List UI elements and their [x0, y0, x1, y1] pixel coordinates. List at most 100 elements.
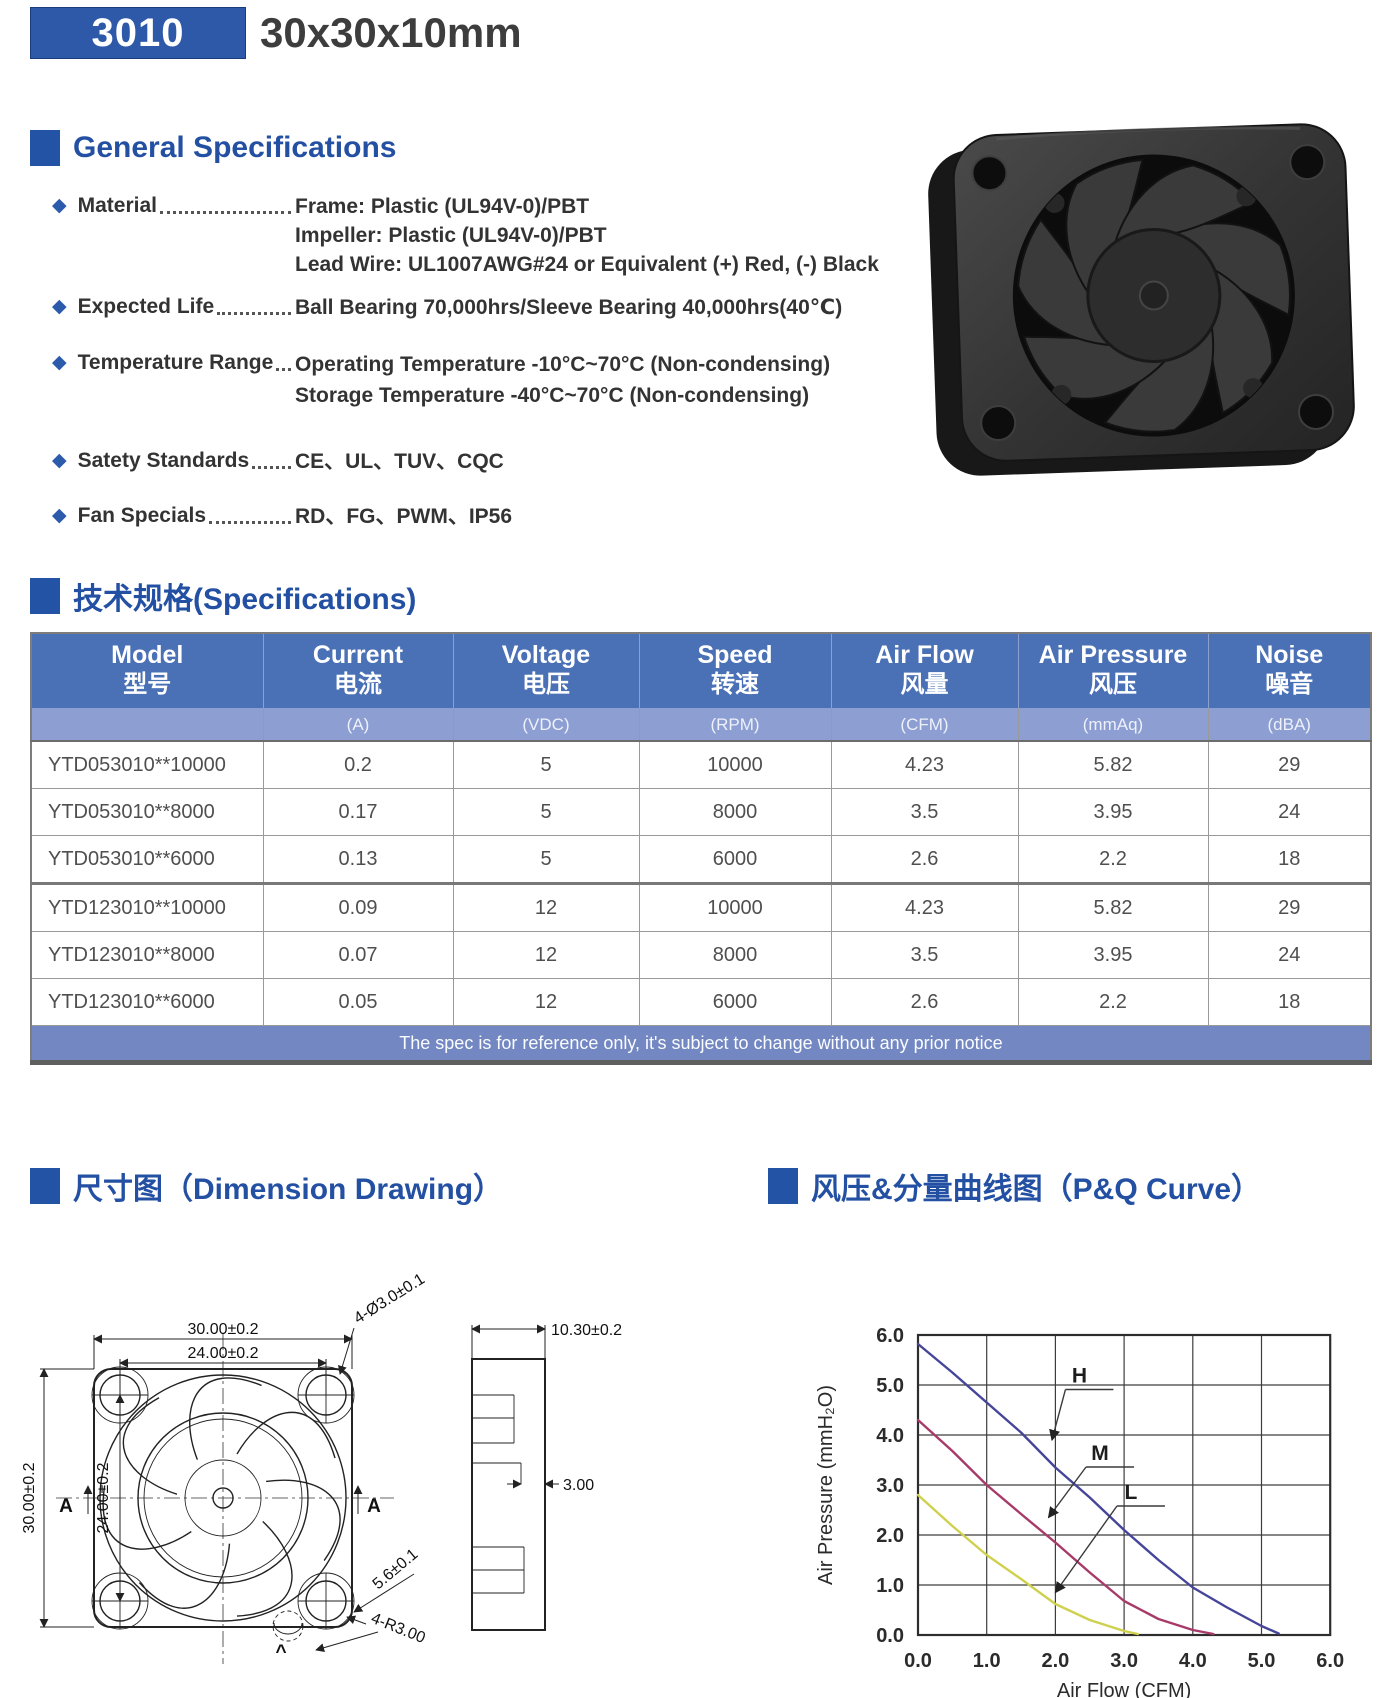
spec-value: Operating Temperature -10°C~70°C (Non-co… — [295, 353, 831, 376]
curve-L — [916, 1493, 1140, 1636]
note-row: The spec is for reference only, it's sub… — [30, 1025, 1372, 1063]
cell: 4.23 — [830, 740, 1019, 789]
model-cell: YTD053010**6000 — [30, 835, 264, 884]
spec-table-heading-text: 技术规格(Specifications) — [73, 583, 417, 616]
cell: 6000 — [638, 978, 832, 1026]
col-header-noise: Noise 噪音 — [1207, 632, 1372, 709]
dim-corner-label: 4-R3.00 — [369, 1610, 428, 1647]
cell: 2.2 — [1017, 978, 1209, 1026]
x-tick: 6.0 — [1316, 1650, 1344, 1672]
cell: 12 — [452, 882, 640, 932]
dotted-leader — [252, 447, 291, 469]
cell: 18 — [1207, 978, 1372, 1026]
unit-cell: (CFM) — [830, 708, 1019, 742]
cell: 3.95 — [1017, 788, 1209, 836]
unit-cell: (mmAq) — [1017, 708, 1209, 742]
cell: 0.13 — [262, 835, 454, 884]
diamond-bullet-icon: ◆ — [52, 195, 67, 216]
unit-cell: (VDC) — [452, 708, 640, 742]
model-badge: 3010 — [30, 7, 246, 59]
cell: 4.23 — [830, 882, 1019, 932]
y-tick: 0.0 — [876, 1625, 904, 1647]
y-tick: 6.0 — [876, 1325, 904, 1347]
heading-square-icon — [768, 1168, 798, 1204]
y-tick: 3.0 — [876, 1475, 904, 1497]
diamond-bullet-icon: ◆ — [52, 505, 67, 526]
dimension-heading-text: 尺寸图（Dimension Drawing） — [73, 1173, 504, 1206]
y-tick: 2.0 — [876, 1525, 904, 1547]
curve-label-L: L — [1125, 1481, 1138, 1504]
cell: 18 — [1207, 835, 1372, 884]
curve-H — [916, 1342, 1280, 1635]
general-specs-heading: General Specifications — [30, 130, 396, 166]
unit-cell: (A) — [262, 708, 454, 742]
dimension-drawing: 30.00±0.2 24.00±0.2 30.00±0.2 24.00±0.2 … — [21, 1271, 622, 1664]
model-cell: YTD053010**10000 — [30, 740, 264, 789]
cell: 5.82 — [1017, 882, 1209, 932]
dotted-leader — [209, 502, 291, 524]
cell: 3.95 — [1017, 931, 1209, 979]
dim-height-label: 30.00±0.2 — [21, 1462, 38, 1533]
cell: 0.05 — [262, 978, 454, 1026]
section-a-left: A — [59, 1496, 73, 1517]
cell: 29 — [1207, 882, 1372, 932]
cell: 2.2 — [1017, 835, 1209, 884]
heading-square-icon — [30, 578, 60, 614]
spec-value: RD、FG、PWM、IP56 — [295, 505, 513, 528]
col-header-pressure: Air Pressure 风压 — [1017, 632, 1209, 709]
y-tick: 4.0 — [876, 1425, 904, 1447]
spec-label: Fan Specials — [77, 504, 207, 527]
spec-value: Impeller: Plastic (UL94V-0)/PBT — [295, 224, 607, 247]
y-axis-label: Air Pressure (mmH₂O) — [815, 1385, 837, 1585]
cell: 6000 — [638, 835, 832, 884]
units-row: (A) (VDC) (RPM) (CFM) (mmAq) (dBA) — [30, 708, 1372, 742]
cell: 5 — [452, 788, 640, 836]
spec-table: Model 型号 Current 电流 Voltage 电压 Speed 转速 Air … — [30, 632, 1372, 1065]
curve-label-M: M — [1091, 1442, 1109, 1465]
col-header-model: Model 型号 — [30, 632, 264, 709]
fan-side-outline — [471, 1358, 546, 1631]
page-title: 30x30x10mm — [260, 9, 522, 56]
dim-width-label: 30.00±0.2 — [187, 1321, 258, 1338]
table-note: The spec is for reference only, it's sub… — [30, 1025, 1372, 1063]
cell: 24 — [1207, 788, 1372, 836]
impeller-blades — [102, 1377, 341, 1617]
general-specs-heading-text: General Specifications — [73, 131, 397, 164]
cell: 0.2 — [262, 740, 454, 789]
spec-label: Satety Standards — [77, 449, 250, 472]
diamond-bullet-icon: ◆ — [52, 296, 67, 317]
heading-square-icon — [30, 1168, 60, 1204]
x-tick: 4.0 — [1179, 1650, 1207, 1672]
cell: 8000 — [638, 931, 832, 979]
table-row: YTD123010**8000 0.07 12 8000 3.5 3.95 24 — [30, 931, 1372, 979]
unit-cell: (RPM) — [638, 708, 832, 742]
cell: 10000 — [638, 882, 832, 932]
table-row: YTD053010**6000 0.13 5 6000 2.6 2.2 18 — [30, 835, 1372, 884]
x-axis-label: Air Flow (CFM) — [1057, 1680, 1191, 1698]
header-row: Model 型号 Current 电流 Voltage 电压 Speed 转速 Air … — [30, 632, 1372, 709]
spec-label: Expected Life — [77, 295, 215, 318]
fan-frame-outline — [93, 1368, 353, 1628]
col-header-speed: Speed 转速 — [638, 632, 832, 709]
pq-curve-chart: 0.0 1.0 2.0 3.0 4.0 5.0 6.0 0.0 1.0 2.0 3.0 4.0 5.0 6… — [815, 1325, 1344, 1698]
pq-plot-area: 0.0 1.0 2.0 3.0 4.0 5.0 6.0 0.0 1.0 2.0 3.0 4.0 5.0 6… — [815, 1325, 1344, 1698]
cell: 2.6 — [830, 835, 1019, 884]
spec-label: Temperature Range — [77, 351, 274, 374]
table-row: YTD053010**8000 0.17 5 8000 3.5 3.95 24 — [30, 788, 1372, 836]
spec-table-heading: 技术规格(Specifications) — [30, 574, 416, 618]
cell: 8000 — [638, 788, 832, 836]
curve-label-H: H — [1072, 1365, 1087, 1388]
dotted-leader — [160, 192, 291, 214]
dim-holes-label: 4-Ø3.0±0.1 — [351, 1271, 428, 1328]
cell: 0.09 — [262, 882, 454, 932]
dim-hole-pitch-label: 24.00±0.2 — [187, 1345, 258, 1362]
cell: 3.5 — [830, 931, 1019, 979]
x-tick: 2.0 — [1041, 1650, 1069, 1672]
cell: 0.07 — [262, 931, 454, 979]
y-tick: 5.0 — [876, 1375, 904, 1397]
spec-value: Lead Wire: UL1007AWG#24 or Equivalent (+… — [295, 253, 879, 276]
diamond-bullet-icon: ◆ — [52, 352, 67, 373]
dim-step-label: 3.00 — [563, 1477, 594, 1494]
cell: 5 — [452, 740, 640, 789]
x-tick: 5.0 — [1248, 1650, 1276, 1672]
